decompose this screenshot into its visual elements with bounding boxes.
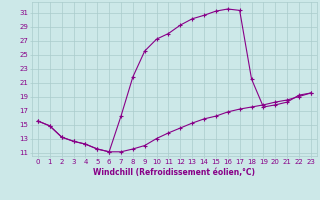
X-axis label: Windchill (Refroidissement éolien,°C): Windchill (Refroidissement éolien,°C): [93, 168, 255, 177]
